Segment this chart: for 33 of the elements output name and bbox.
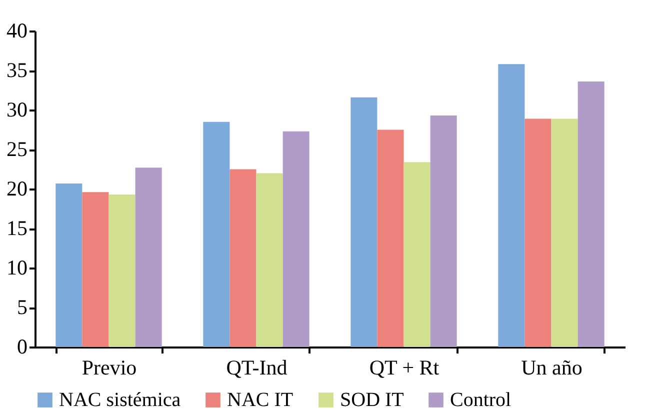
x-tick-label: QT-Ind	[226, 356, 288, 380]
y-tick-label: 35	[6, 58, 28, 82]
y-tick-label: 15	[6, 216, 28, 240]
y-tick-label: 40	[6, 18, 28, 42]
bar	[230, 169, 256, 347]
bar	[56, 183, 82, 347]
bar	[404, 162, 430, 347]
bar	[430, 116, 457, 347]
bar	[377, 130, 404, 347]
bar	[578, 82, 604, 347]
bar	[350, 97, 378, 347]
legend-label: NAC IT	[227, 389, 294, 410]
bar	[203, 122, 230, 347]
y-tick-label: 30	[6, 98, 28, 122]
legend-label: SOD IT	[340, 389, 404, 410]
y-tick-label: 25	[6, 137, 28, 161]
bar	[282, 131, 310, 347]
y-tick-label: 20	[6, 176, 28, 200]
bar	[498, 64, 525, 347]
bar	[108, 194, 136, 347]
y-tick-label: 10	[6, 256, 28, 280]
legend-label: NAC sistémica	[59, 389, 181, 410]
legend-label: Control	[450, 389, 512, 410]
bar	[524, 118, 552, 347]
bar	[256, 173, 283, 347]
x-tick-label: Un año	[521, 356, 582, 380]
x-tick-label: QT + Rt	[369, 356, 440, 380]
bar	[551, 118, 578, 347]
bar	[82, 192, 109, 347]
y-tick-label: 0	[17, 334, 28, 358]
y-tick-label: 5	[17, 295, 28, 319]
x-tick-label: Previo	[82, 356, 137, 380]
bar	[135, 168, 162, 347]
